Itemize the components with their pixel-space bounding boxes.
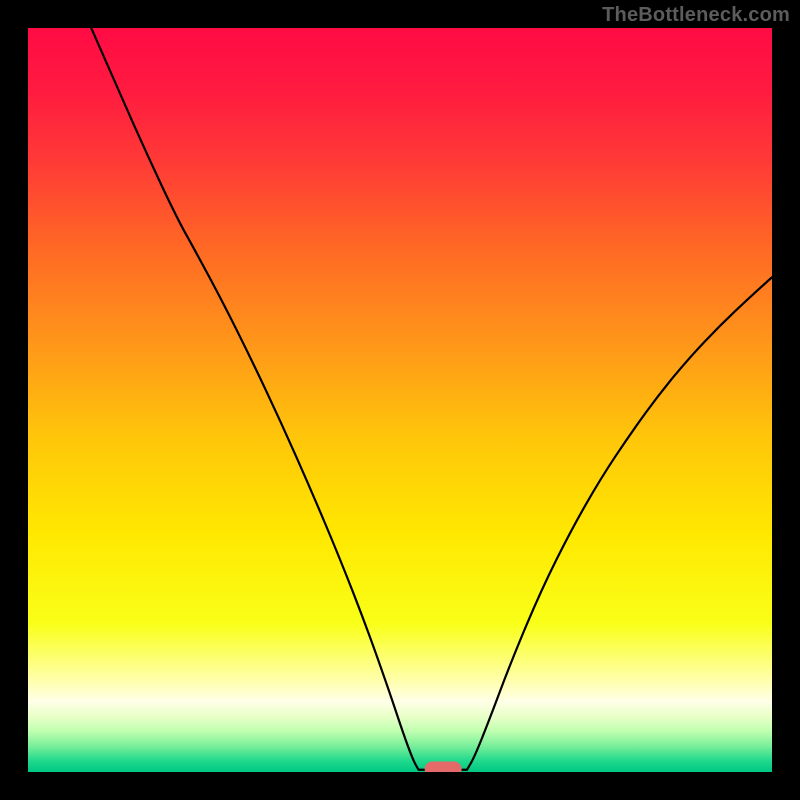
watermark-label: TheBottleneck.com bbox=[602, 4, 790, 27]
chart-canvas bbox=[0, 0, 800, 800]
